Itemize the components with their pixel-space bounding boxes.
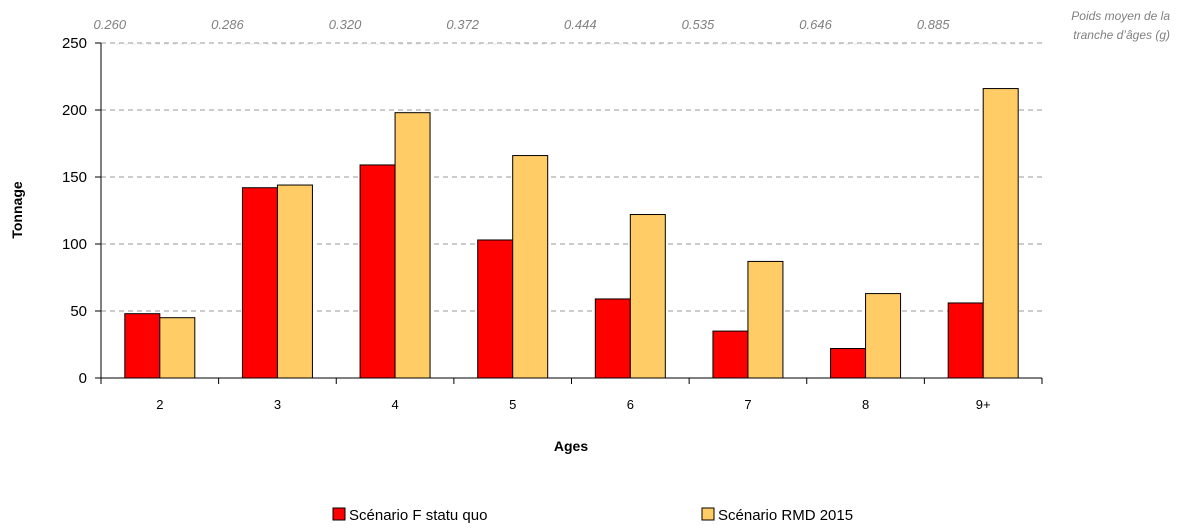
bar-statu-quo (712, 330, 749, 379)
legend-swatch (332, 507, 346, 521)
x-tick-label: 7 (744, 397, 751, 412)
y-tick-label: 150 (62, 169, 87, 186)
y-tick-label: 0 (79, 370, 87, 387)
y-tick-label: 50 (70, 303, 87, 320)
mean-weight-label: 0.286 (211, 17, 244, 32)
bar-rmd-2015 (276, 184, 313, 379)
y-tick-label: 200 (62, 102, 87, 119)
y-axis-title: Tonnage (9, 181, 25, 239)
bar-rmd-2015 (512, 155, 549, 379)
mean-weight-label: 0.260 (94, 17, 127, 32)
mean-weight-note-line-1: Poids moyen de la (1071, 9, 1170, 23)
x-tick-label: 5 (509, 397, 516, 412)
bar-rmd-2015 (159, 317, 196, 379)
bar-statu-quo (124, 313, 161, 379)
x-tick-label: 8 (862, 397, 869, 412)
bar-rmd-2015 (394, 112, 431, 379)
legend-swatch (701, 507, 715, 521)
mean-weight-label: 0.320 (329, 17, 362, 32)
bar-statu-quo (477, 239, 514, 379)
mean-weight-label: 0.372 (446, 17, 479, 32)
bar-statu-quo (830, 348, 867, 379)
bar-rmd-2015 (865, 293, 902, 379)
mean-weight-label: 0.646 (799, 17, 832, 32)
y-tick-label: 250 (62, 35, 87, 52)
mean-weight-note-line-2: tranche d’âges (g) (1073, 28, 1170, 42)
bar-statu-quo (594, 298, 631, 379)
x-tick-label: 6 (627, 397, 634, 412)
bar-statu-quo (359, 164, 396, 379)
mean-weight-label: 0.444 (564, 17, 597, 32)
x-tick-label: 4 (391, 397, 398, 412)
x-tick-label: 3 (274, 397, 281, 412)
mean-weight-label: 0.535 (682, 17, 715, 32)
mean-weight-label: 0.885 (917, 17, 950, 32)
legend-label: Scénario F statu quo (349, 507, 487, 524)
legend-label: Scénario RMD 2015 (718, 507, 853, 524)
bar-rmd-2015 (982, 88, 1019, 379)
x-tick-label: 2 (156, 397, 163, 412)
bar-rmd-2015 (747, 260, 784, 379)
x-axis-title: Ages (554, 438, 588, 454)
bar-statu-quo (241, 187, 278, 379)
bar-rmd-2015 (629, 214, 666, 379)
y-tick-label: 100 (62, 236, 87, 253)
bar-statu-quo (947, 302, 984, 379)
x-tick-label: 9+ (976, 397, 991, 412)
